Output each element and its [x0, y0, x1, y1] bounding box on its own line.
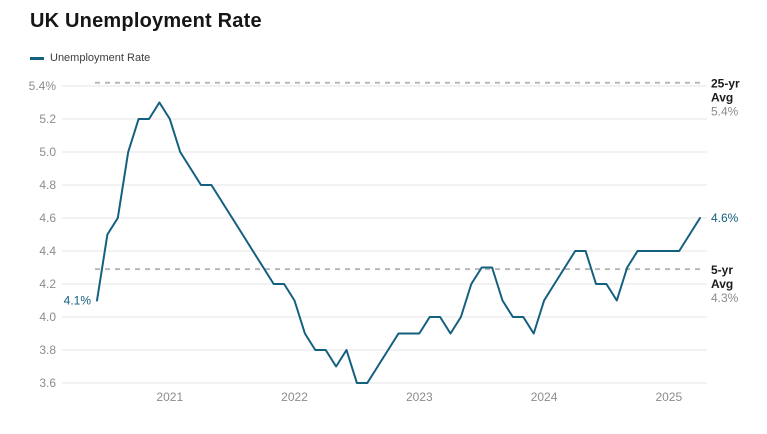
avg-label: Avg	[711, 91, 733, 105]
avg-label: Avg	[711, 277, 733, 291]
y-tick-label: 5.4%	[29, 79, 57, 93]
y-tick-label: 3.6	[39, 376, 56, 390]
avg-value-label: 5.4%	[711, 105, 739, 119]
legend-item-unemployment-rate[interactable]: Unemployment Rate	[30, 52, 150, 64]
y-tick-label: 4.0	[39, 310, 56, 324]
avg-label: 25-yr	[711, 77, 740, 91]
chart-title: UK Unemployment Rate	[30, 10, 262, 32]
first-point-label: 4.1%	[64, 294, 92, 308]
x-tick-label: 2025	[655, 390, 682, 404]
y-tick-label: 4.2	[39, 277, 56, 291]
x-tick-label: 2023	[406, 390, 433, 404]
y-tick-label: 3.8	[39, 343, 56, 357]
legend-label: Unemployment Rate	[50, 52, 151, 64]
last-point-label: 4.6%	[711, 211, 739, 225]
y-tick-label: 4.8	[39, 178, 56, 192]
avg-label: 5-yr	[711, 263, 733, 277]
y-tick-label: 5.0	[39, 145, 56, 159]
y-tick-label: 4.4	[39, 244, 56, 258]
y-tick-label: 4.6	[39, 211, 56, 225]
avg-value-label: 4.3%	[711, 291, 739, 305]
x-tick-label: 2024	[531, 390, 558, 404]
x-tick-label: 2022	[281, 390, 308, 404]
x-tick-label: 2021	[156, 390, 183, 404]
y-tick-label: 5.2	[39, 112, 56, 126]
legend-swatch-icon	[30, 56, 44, 60]
unemployment-rate-series-line[interactable]	[96, 101, 701, 384]
